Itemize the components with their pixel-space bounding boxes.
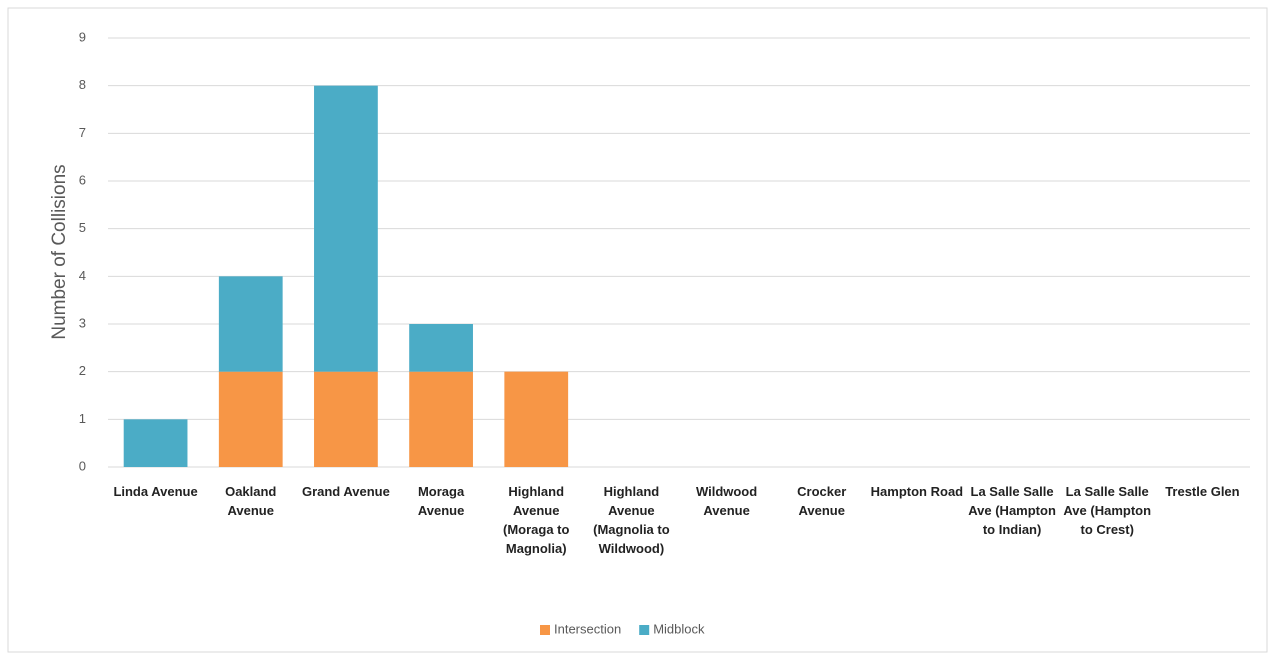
x-tick-label: Hampton Road — [870, 484, 964, 499]
legend-label: Intersection — [554, 621, 621, 636]
y-tick-label: 0 — [79, 458, 86, 473]
x-tick-label: Crocker Avenue — [797, 484, 847, 518]
bar-segment — [409, 324, 473, 372]
legend-swatch — [639, 625, 650, 635]
x-tick-label: Linda Avenue — [113, 484, 198, 499]
x-tick-label: Highland Avenue (Moraga to Magnolia) — [503, 484, 570, 556]
x-tick-label: Trestle Glen — [1165, 484, 1240, 499]
bar-segment — [218, 371, 283, 467]
y-tick-label: 6 — [79, 172, 86, 187]
bar-segment — [123, 419, 188, 467]
bar-segment — [314, 85, 378, 372]
bar-segment — [218, 276, 283, 372]
y-axis-label: Number of Collisions — [49, 164, 70, 339]
y-tick-label: 8 — [79, 77, 86, 92]
x-tick-label: Highland Avenue (Magnolia to Wildwood) — [593, 484, 670, 556]
x-tick-label: Grand Avenue — [301, 484, 390, 499]
bar-segment — [314, 371, 378, 467]
x-tick-label: Oakland Avenue — [225, 484, 277, 518]
chart-frame — [7, 7, 1268, 653]
legend-label: Midblock — [653, 621, 705, 636]
y-tick-label: 5 — [79, 220, 86, 235]
bar-segment — [409, 371, 473, 467]
y-tick-label: 7 — [79, 125, 86, 140]
legend-swatch — [540, 625, 550, 635]
y-tick-label: 3 — [79, 315, 86, 330]
bar-segment — [504, 371, 569, 467]
y-tick-label: 9 — [79, 29, 86, 44]
y-tick-label: 2 — [79, 363, 86, 378]
y-tick-label: 4 — [79, 268, 86, 283]
x-tick-label: La Salle Salle Ave (Hampton to Indian) — [968, 484, 1056, 537]
x-tick-label: La Salle Salle Ave (Hampton to Crest) — [1063, 484, 1152, 537]
y-tick-label: 1 — [79, 411, 86, 426]
x-tick-label: Wildwood Avenue — [695, 484, 758, 518]
x-tick-label: Moraga Avenue — [417, 484, 465, 518]
